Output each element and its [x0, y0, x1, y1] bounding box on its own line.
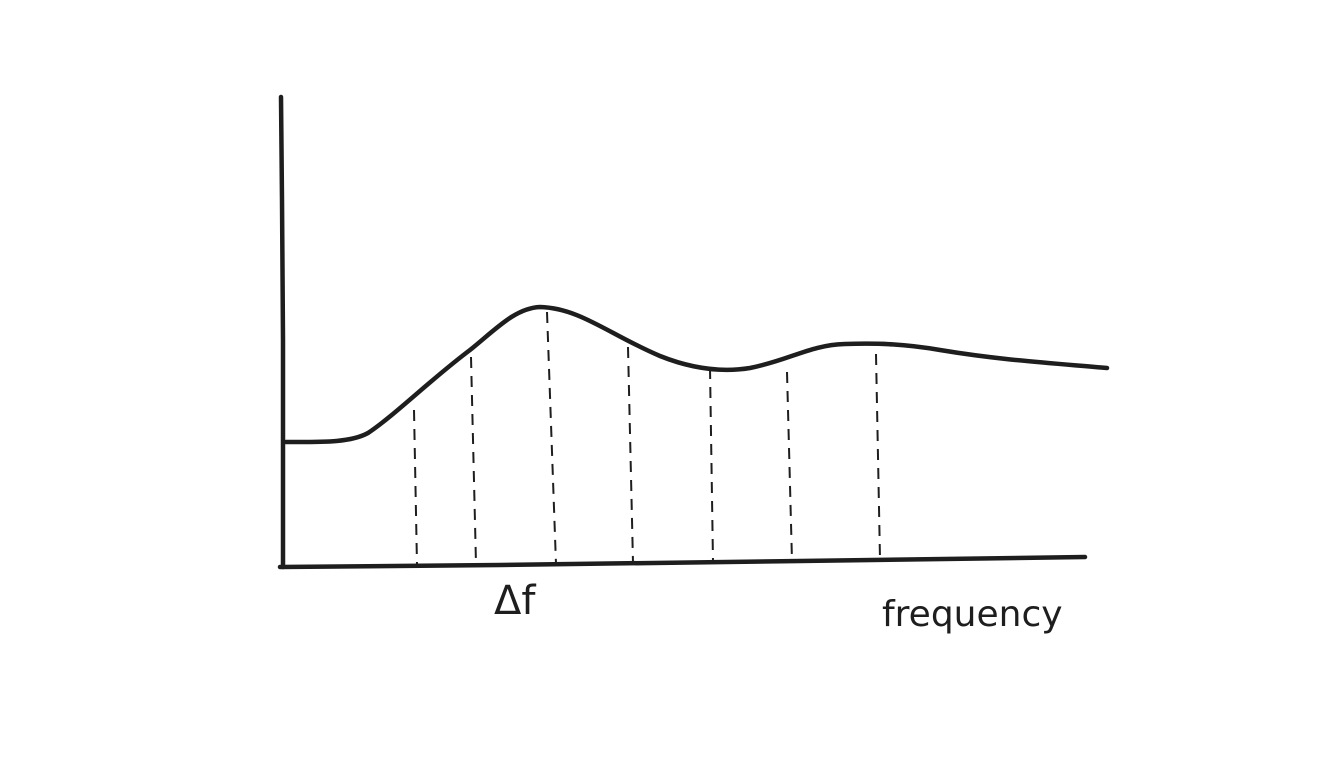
spectrum-curve — [283, 304, 1110, 445]
divider-line-3 — [546, 311, 557, 565]
divider-line-1 — [413, 409, 418, 566]
divider-line-4 — [627, 346, 634, 564]
x-axis — [277, 554, 1088, 570]
frequency-axis-label: frequency — [882, 594, 1063, 635]
divider-line-5 — [709, 367, 714, 563]
y-axis — [278, 94, 286, 570]
divider-line-7 — [875, 353, 881, 560]
divider-line-6 — [786, 371, 793, 562]
delta-f-label: Δf — [494, 578, 536, 624]
divider-line-2 — [470, 356, 477, 565]
